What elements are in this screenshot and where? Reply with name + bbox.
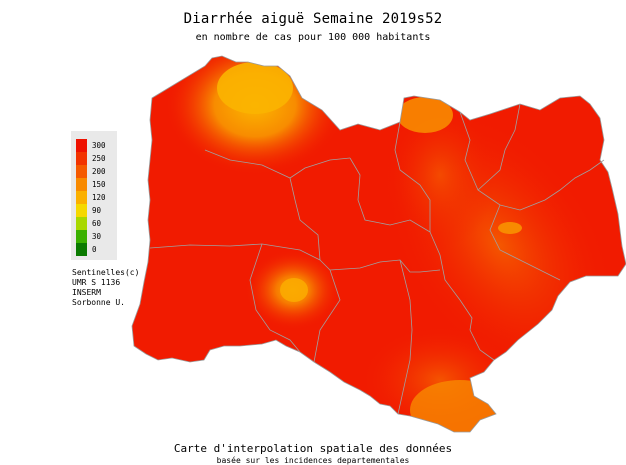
credit-line: Sentinelles(c)	[72, 268, 140, 277]
legend-swatch	[76, 204, 87, 217]
legend-swatch	[76, 152, 87, 165]
legend-item: 120	[71, 191, 117, 204]
legend-label: 300	[92, 141, 106, 150]
legend-label: 0	[92, 245, 97, 254]
legend-label: 120	[92, 193, 106, 202]
map-title: Diarrhée aiguë Semaine 2019s52	[183, 11, 443, 27]
legend-item: 200	[71, 165, 117, 178]
legend-item: 300	[71, 139, 117, 152]
legend-label: 250	[92, 154, 106, 163]
legend-item: 150	[71, 178, 117, 191]
footer-subcaption: basée sur les incidences departementales	[216, 456, 410, 465]
legend-label: 150	[92, 180, 106, 189]
map-subtitle: en nombre de cas pour 100 000 habitants	[195, 32, 431, 43]
footer-caption: Carte d'interpolation spatiale des donné…	[173, 442, 453, 455]
legend-swatch	[76, 191, 87, 204]
legend-label: 30	[92, 232, 102, 241]
credit-line: Sorbonne U.	[72, 298, 125, 307]
legend-swatch	[76, 243, 87, 256]
credit-line: INSERM	[72, 288, 101, 297]
legend-label: 200	[92, 167, 106, 176]
legend-swatch	[76, 139, 87, 152]
legend-item: 60	[71, 217, 117, 230]
legend-item: 90	[71, 204, 117, 217]
legend-swatch	[76, 165, 87, 178]
legend-label: 90	[92, 206, 102, 215]
color-legend: 300 250 200 150 120 90 60 30 0	[71, 131, 117, 260]
credits: Sentinelles(c) UMR S 1136 INSERM Sorbonn…	[72, 268, 139, 308]
credit-line: UMR S 1136	[72, 278, 121, 287]
department-borders	[149, 103, 605, 415]
legend-swatch	[76, 230, 87, 243]
legend-item: 0	[71, 243, 117, 256]
legend-swatch	[76, 178, 87, 191]
legend-item: 30	[71, 230, 117, 243]
legend-item: 250	[71, 152, 117, 165]
legend-label: 60	[92, 219, 102, 228]
legend-swatch	[76, 217, 87, 230]
